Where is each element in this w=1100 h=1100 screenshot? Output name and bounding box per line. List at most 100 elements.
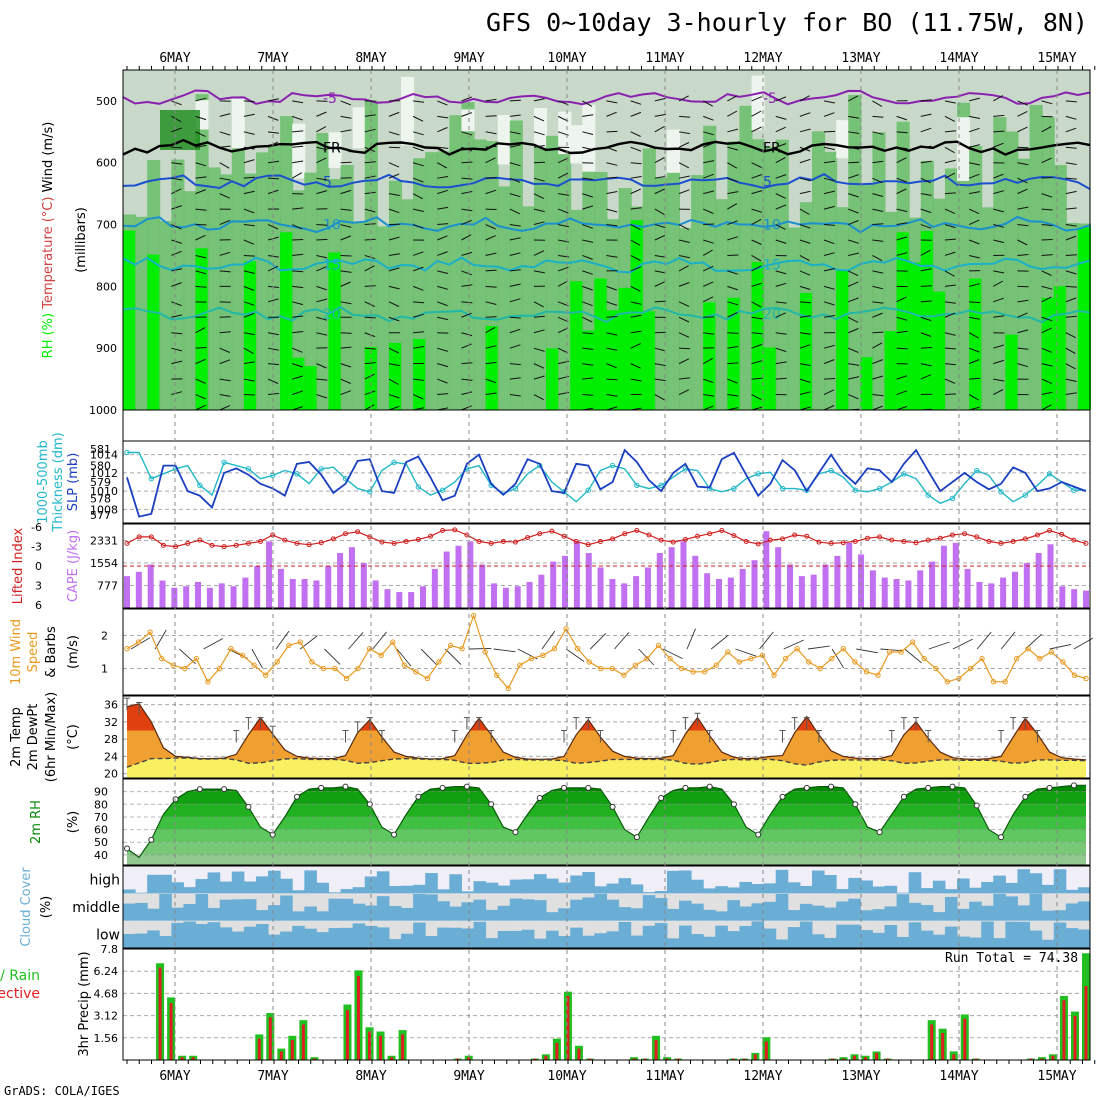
wind-barb: [509, 177, 521, 183]
wind-speed-point: [378, 652, 384, 659]
isotherm-line: [122, 256, 1091, 274]
wind-barb: [195, 162, 207, 167]
cloud-cover-bar: [884, 925, 898, 948]
wind-barb: [243, 113, 255, 117]
wind-barb: [751, 208, 763, 213]
wind-barb: [292, 224, 303, 230]
legend-term: Wind (m/s): [41, 122, 56, 197]
isotherm-line: [122, 173, 1091, 190]
cloud-cover-bar: [1017, 921, 1031, 948]
wind-barb: [1041, 285, 1053, 290]
wind-barb: [799, 190, 811, 195]
wind-barb: [775, 96, 787, 102]
wind-barb: [437, 206, 449, 210]
wind-barb: [243, 131, 255, 135]
surface-wind-barb: [493, 648, 516, 653]
wind-barb: [969, 115, 980, 119]
wind-barb: [509, 131, 521, 135]
wind-barb: [1017, 100, 1028, 106]
isotherm-label: 20: [323, 307, 341, 323]
wind-barb: [316, 126, 327, 133]
cape-bar: [893, 579, 900, 608]
wind-speed-point: [771, 672, 777, 678]
rh-dry-patch: [231, 96, 245, 149]
wind-barb: [557, 208, 569, 214]
cloud-cover-bar: [304, 906, 317, 921]
precip-convective-legend: Convective: [0, 986, 40, 1002]
wind-barb: [872, 375, 884, 380]
cape-bar: [668, 547, 675, 608]
slp-axis-label: SLP (mb): [66, 453, 81, 512]
wind-barb: [485, 392, 497, 396]
wind-barb: [171, 188, 182, 195]
rh-axis-label: 2m RH: [29, 800, 44, 844]
surface-wind-barb: [783, 639, 804, 650]
rh-moist-column: [739, 105, 753, 410]
wind-speed-point: [262, 672, 269, 678]
wind-barb: [533, 115, 545, 122]
precip-convective-bar: [290, 1040, 294, 1060]
lifted-index-point: [1059, 531, 1065, 537]
wind-barb: [340, 208, 352, 211]
cloud-cover-bar: [811, 870, 825, 894]
wind-barb: [993, 114, 1005, 117]
lifted-index-point: [877, 534, 883, 540]
cloud-cover-bar: [751, 903, 765, 921]
cloud-cover-bar: [642, 925, 656, 948]
wind-speed-point: [933, 665, 939, 672]
wind-barb: [171, 332, 183, 335]
wind-barb: [582, 114, 594, 117]
wind-barb: [388, 285, 400, 290]
wind-barb: [243, 312, 255, 318]
rh-point: [245, 803, 252, 810]
rh-point: [706, 783, 713, 790]
rh-point: [536, 794, 543, 801]
wind-barb: [1017, 254, 1029, 256]
cloud-cover-bar: [957, 908, 970, 921]
wind-barb: [920, 224, 932, 229]
wind-barb: [340, 363, 352, 368]
rh-moist-column: [944, 168, 959, 410]
wind-barb: [727, 285, 738, 291]
wind-barb: [582, 377, 594, 380]
wind-barb: [171, 250, 182, 256]
cape-tick-label: 777: [97, 579, 118, 592]
surface-wind-barb: [735, 648, 757, 657]
cape-bar: [491, 583, 498, 608]
wind-speed-point: [158, 655, 165, 662]
cloud-cover-bar: [255, 876, 269, 894]
surface-wind-barb: [203, 638, 224, 650]
surface-wind-barb: [952, 638, 973, 650]
wind-barb: [606, 208, 618, 213]
wind-barb: [243, 190, 255, 195]
wind-speed-point: [494, 672, 500, 678]
wind-barb: [485, 131, 497, 135]
lifted-index-point: [452, 527, 458, 533]
isotherm-line: [122, 215, 1091, 234]
wind-barb: [437, 223, 449, 226]
cloud-cover-bar: [1029, 873, 1043, 894]
wind-barb: [848, 347, 859, 353]
precip-convective-bar: [1084, 986, 1088, 1060]
wind-barb: [775, 312, 787, 318]
legend-term: RH (%): [41, 313, 56, 358]
wind-barb: [630, 255, 641, 261]
cloud-cover-bar: [884, 885, 898, 894]
cloud-cover-bar: [1041, 884, 1055, 894]
wind-barb: [944, 251, 956, 256]
cloud-cover-bar: [763, 901, 777, 921]
wind-barb: [219, 378, 231, 382]
cloud-cover-bar: [364, 876, 378, 894]
wind-barb: [388, 111, 400, 117]
wind-barb: [1041, 239, 1053, 241]
wind-barb: [412, 146, 424, 152]
wind-barb: [1065, 162, 1077, 165]
wind-barb: [461, 191, 473, 195]
wind-barb: [968, 173, 980, 179]
thickness-tick-label: 581: [90, 443, 111, 456]
wind-barb: [775, 204, 787, 210]
wind-barb: [824, 160, 836, 164]
wind-barb: [896, 208, 908, 213]
wind-speed-point: [863, 669, 870, 675]
wind-barb: [751, 218, 762, 225]
